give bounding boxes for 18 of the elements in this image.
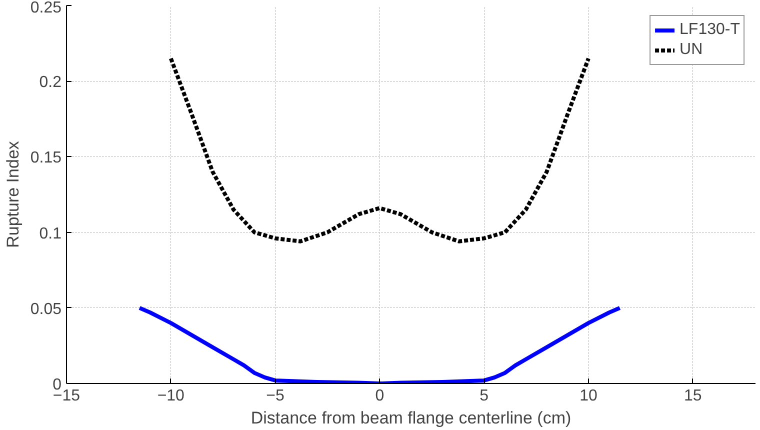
y-tick-label: 0.1 [39,225,62,242]
y-axis-title: Rupture Index [3,140,22,248]
y-tick-label: 0.2 [39,74,62,92]
x-tick-label: 5 [480,388,489,404]
y-tick-label: 0.15 [30,150,62,167]
x-axis-title: Distance from beam flange centerline (cm) [250,408,572,428]
legend-label: LF130-T [680,21,740,39]
line-series [168,56,590,244]
x-tick-label: −5 [266,388,285,404]
y-tick-label: 0.25 [30,0,62,16]
x-tick-label: 10 [580,388,598,404]
legend-label: UN [680,41,703,59]
y-tick-label: 0.05 [30,300,62,318]
line-series [138,306,622,384]
y-tick-label: 0 [52,376,62,394]
x-tick-label: 0 [375,388,384,404]
x-tick-label: 15 [684,388,702,404]
x-tick-label: −10 [157,388,185,404]
